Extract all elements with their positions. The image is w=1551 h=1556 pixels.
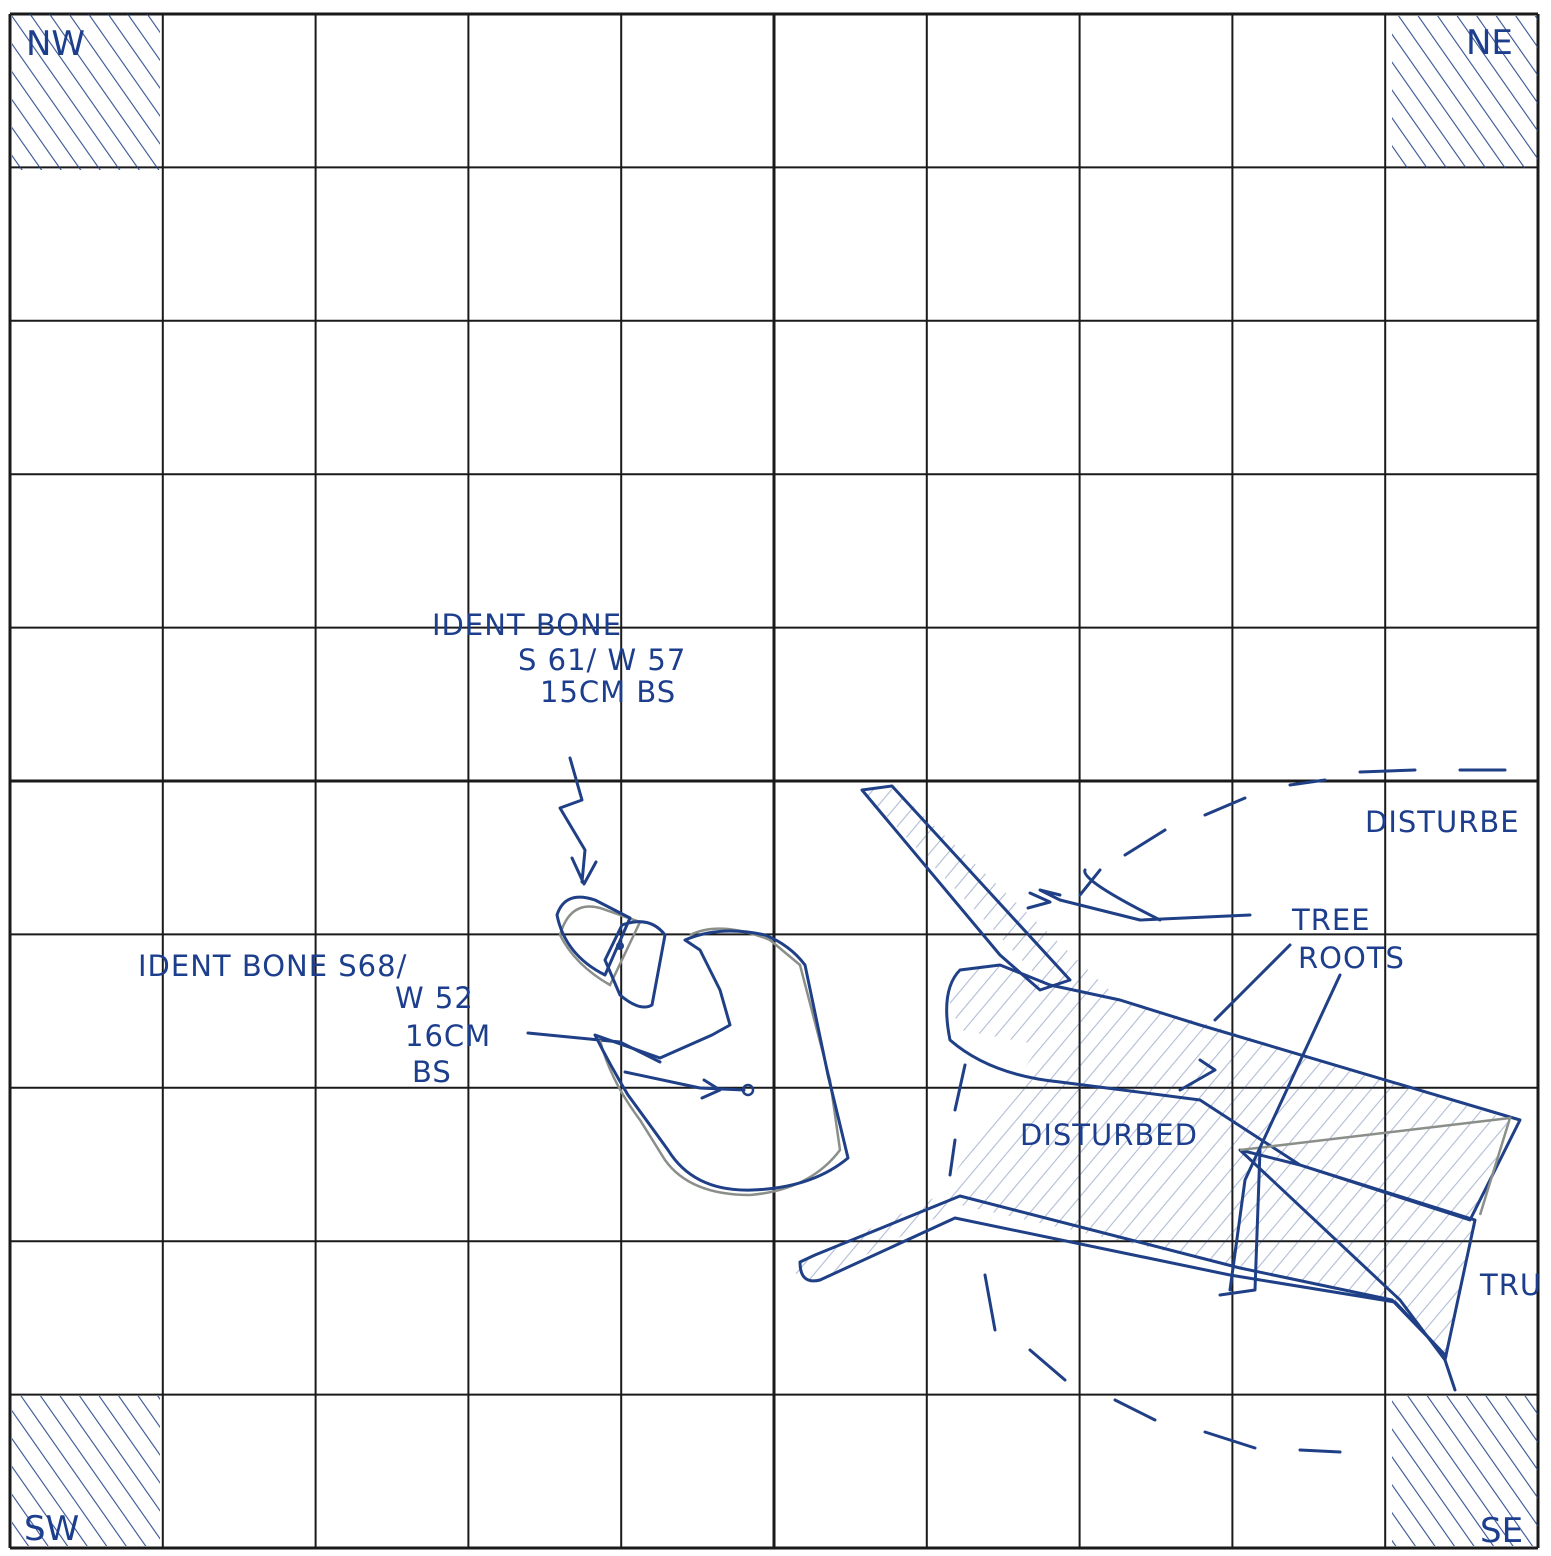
bone2-label-line2: W 52 [395, 981, 474, 1015]
bone1-leader-arrow [558, 756, 598, 886]
bone2-label-line4: BS [412, 1055, 452, 1089]
tree-roots [792, 784, 1522, 1392]
bone-annotation-2: IDENT BONE S68/ W 52 16CM BS [138, 949, 662, 1089]
bone-large-outline [593, 929, 850, 1192]
grid-lines [8, 12, 1540, 1550]
corner-label-nw: NW [26, 24, 85, 64]
bone2-label-line3: 16CM [405, 1019, 491, 1053]
bone-small-oval [603, 920, 667, 1009]
disturbed-label-center: DISTURBED [1020, 1118, 1198, 1152]
corner-label-se: SE [1480, 1511, 1523, 1551]
bone1-label-line1: IDENT BONE [432, 608, 622, 642]
corner-label-ne: NE [1466, 23, 1513, 63]
bone1-label-line2: S 61/ W 57 [518, 643, 686, 677]
tree-roots-label-line1: TREE [1291, 903, 1371, 937]
trunk-label: TRU [1479, 1268, 1542, 1302]
bone2-label-line1: IDENT BONE S68/ [138, 949, 407, 983]
bone2-leader-line [526, 1031, 662, 1064]
bone1-label-line3: 15CM BS [540, 675, 676, 709]
tree-roots-label-line2: ROOTS [1298, 941, 1405, 975]
bone-outlines [555, 895, 850, 1197]
corner-hatching [12, 14, 1538, 1546]
disturbed-label-right: DISTURBE [1365, 805, 1520, 839]
bone-small-left [555, 895, 632, 977]
root-main-mass [945, 963, 1522, 1222]
root-trunk-wedge [1238, 1148, 1477, 1362]
corner-label-sw: SW [24, 1509, 79, 1549]
bone-annotation-1: IDENT BONE S 61/ W 57 15CM BS [432, 608, 686, 886]
disturbed-boundary [948, 768, 1507, 1454]
root-lower-band [798, 1194, 1448, 1358]
